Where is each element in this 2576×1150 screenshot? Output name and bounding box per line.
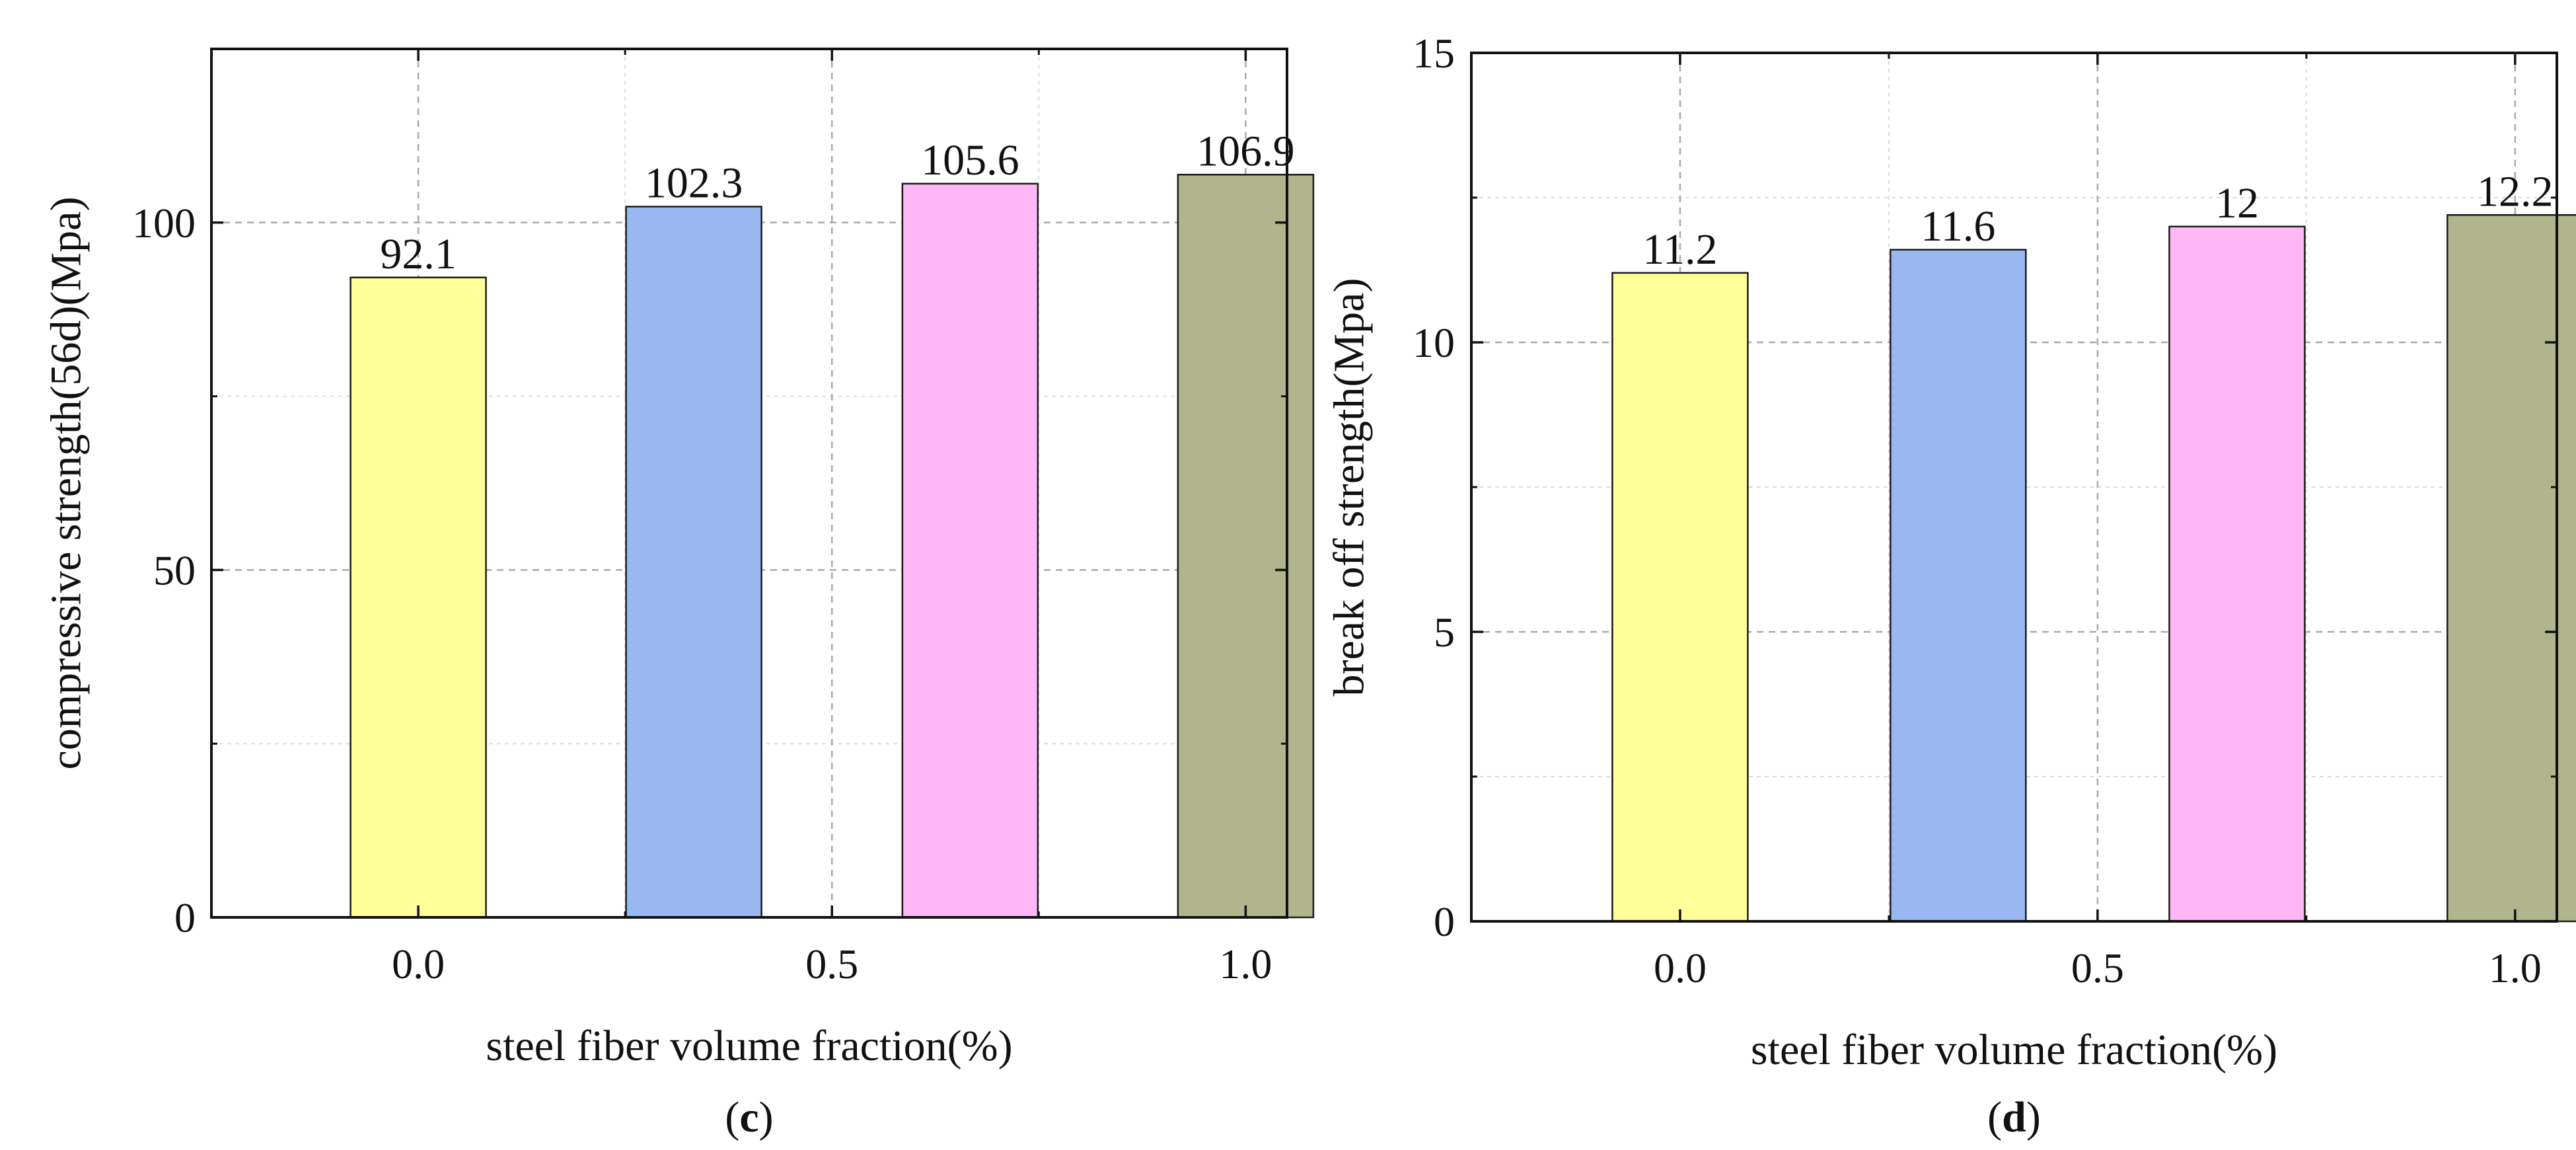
chart0-bar-value-label-2: 105.6 xyxy=(921,136,1019,184)
chart1-bar-1 xyxy=(1890,249,2027,923)
chart1-bar-3 xyxy=(2447,214,2576,923)
chart1-y-axis-title: break off strength(Mpa) xyxy=(1325,278,1374,697)
chart0-bar-value-label-0: 92.1 xyxy=(380,230,457,278)
chart0-bar-2 xyxy=(901,182,1039,919)
chart0-x-tick-label: 1.0 xyxy=(1219,940,1272,987)
chart1-bar-0 xyxy=(1611,272,1749,923)
chart1-y-tick-label: 15 xyxy=(1413,30,1455,77)
chart1-x-tick-label: 0.0 xyxy=(1654,944,1707,991)
chart0-panel-label: (c) xyxy=(725,1093,773,1141)
chart0-bar-3 xyxy=(1177,174,1315,919)
chart1-bar-value-label-0: 11.2 xyxy=(1642,225,1717,274)
chart0-bar-1 xyxy=(625,206,762,919)
chart1-y-tick-label: 10 xyxy=(1413,319,1455,366)
chart1-bar-value-label-1: 11.6 xyxy=(1921,202,1995,250)
chart1-bar-value-label-2: 12 xyxy=(2215,179,2259,227)
chart0-bar-value-label-1: 102.3 xyxy=(645,159,743,208)
chart1-x-tick-label: 1.0 xyxy=(2489,944,2542,991)
chart0-x-axis-title: steel fiber volume fraction(%) xyxy=(486,1022,1012,1070)
chart1-bar-2 xyxy=(2168,225,2306,923)
chart0-bar-0 xyxy=(350,276,487,919)
chart0-y-tick-label: 100 xyxy=(132,200,196,247)
chart0-y-tick-label: 50 xyxy=(153,547,196,594)
chart0-plot-frame xyxy=(210,48,1288,919)
chart1-y-tick-label: 5 xyxy=(1434,609,1455,656)
chart0-x-tick-label: 0.0 xyxy=(392,940,445,987)
chart1-x-tick-label: 0.5 xyxy=(2071,944,2124,991)
chart1-y-tick-label: 0 xyxy=(1434,898,1455,945)
chart0-bar-value-label-3: 106.9 xyxy=(1196,127,1295,175)
chart1-bar-value-label-3: 12.2 xyxy=(2477,167,2554,215)
chart1-panel-label: (d) xyxy=(1987,1093,2041,1141)
chart0-y-axis-title: compressive strength(56d)(Mpa) xyxy=(42,197,91,770)
chart0-y-tick-label: 0 xyxy=(174,894,196,941)
chart0-x-tick-label: 0.5 xyxy=(805,940,858,987)
chart1-x-axis-title: steel fiber volume fraction(%) xyxy=(1751,1026,2277,1074)
